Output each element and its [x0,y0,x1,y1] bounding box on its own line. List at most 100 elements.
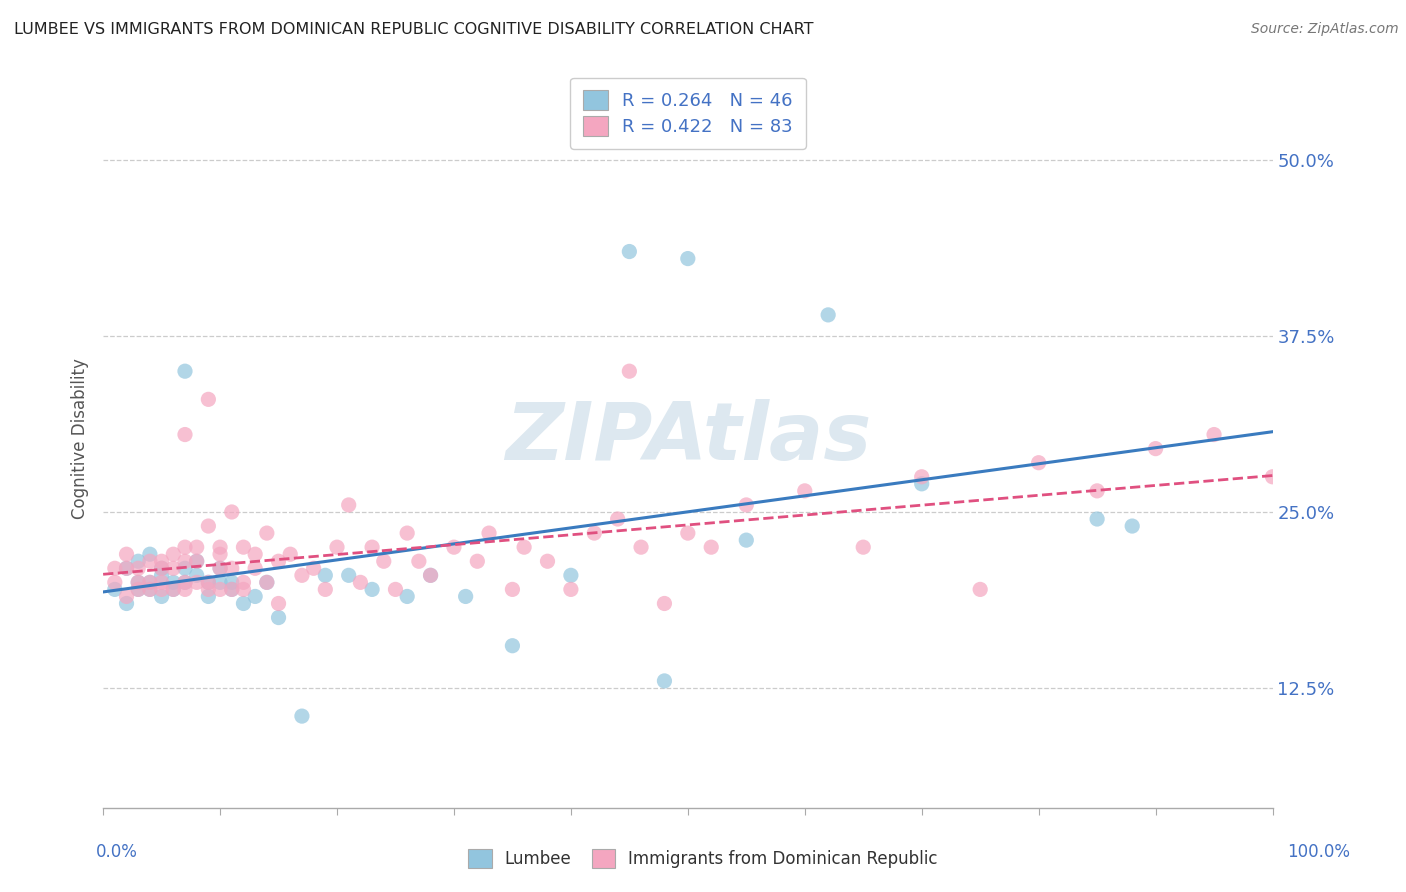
Point [174,540,197,554]
Point [676,252,699,266]
Point [209,561,232,575]
Text: ZIPAtlas: ZIPAtlas [505,399,870,477]
Point [115,561,138,575]
Point [501,582,523,597]
Point [232,597,254,611]
Point [560,568,582,582]
Point [302,561,325,575]
Point [654,673,676,688]
Point [267,597,290,611]
Point [186,568,208,582]
Point [619,244,641,259]
Text: 100.0%: 100.0% [1286,843,1350,861]
Point [127,575,149,590]
Point [104,582,127,597]
Point [361,540,384,554]
Point [267,554,290,568]
Point [221,505,243,519]
Point [852,540,875,554]
Point [150,568,173,582]
Point [162,582,184,597]
Point [396,590,419,604]
Point [384,582,406,597]
Point [221,582,243,597]
Point [186,554,208,568]
Point [243,547,266,561]
Point [197,582,219,597]
Point [139,575,162,590]
Point [443,540,465,554]
Point [209,540,232,554]
Point [209,575,232,590]
Point [162,575,184,590]
Point [606,512,628,526]
Point [465,554,488,568]
Point [256,526,278,541]
Point [221,575,243,590]
Text: LUMBEE VS IMMIGRANTS FROM DOMINICAN REPUBLIC COGNITIVE DISABILITY CORRELATION CH: LUMBEE VS IMMIGRANTS FROM DOMINICAN REPU… [14,22,814,37]
Point [1144,442,1167,456]
Point [197,575,219,590]
Point [337,498,360,512]
Point [1121,519,1143,533]
Text: Source: ZipAtlas.com: Source: ZipAtlas.com [1251,22,1399,37]
Point [104,575,127,590]
Point [115,547,138,561]
Point [197,590,219,604]
Point [243,590,266,604]
Point [162,547,184,561]
Point [174,427,197,442]
Point [232,582,254,597]
Point [361,582,384,597]
Point [349,575,371,590]
Point [619,364,641,378]
Point [115,597,138,611]
Point [793,483,815,498]
Point [232,540,254,554]
Point [256,575,278,590]
Point [232,575,254,590]
Point [337,568,360,582]
Point [104,561,127,575]
Point [1085,512,1108,526]
Text: 0.0%: 0.0% [96,843,138,861]
Point [700,540,723,554]
Point [174,575,197,590]
Point [150,590,173,604]
Point [314,582,336,597]
Point [536,554,558,568]
Point [560,582,582,597]
Point [419,568,441,582]
Point [256,575,278,590]
Point [139,582,162,597]
Point [150,561,173,575]
Point [478,526,501,541]
Point [501,639,523,653]
Point [583,526,606,541]
Point [197,575,219,590]
Point [127,554,149,568]
Point [221,582,243,597]
Point [267,610,290,624]
Point [817,308,839,322]
Point [139,575,162,590]
Point [162,582,184,597]
Point [139,582,162,597]
Legend: Lumbee, Immigrants from Dominican Republic: Lumbee, Immigrants from Dominican Republ… [461,843,945,875]
Point [291,709,314,723]
Point [115,561,138,575]
Point [150,582,173,597]
Point [513,540,536,554]
Point [735,498,758,512]
Point [676,526,699,541]
Point [150,554,173,568]
Point [186,540,208,554]
Y-axis label: Cognitive Disability: Cognitive Disability [72,358,89,518]
Point [969,582,991,597]
Point [221,561,243,575]
Point [1261,470,1284,484]
Point [150,561,173,575]
Legend: R = 0.264   N = 46, R = 0.422   N = 83: R = 0.264 N = 46, R = 0.422 N = 83 [569,78,806,149]
Point [127,582,149,597]
Point [373,554,395,568]
